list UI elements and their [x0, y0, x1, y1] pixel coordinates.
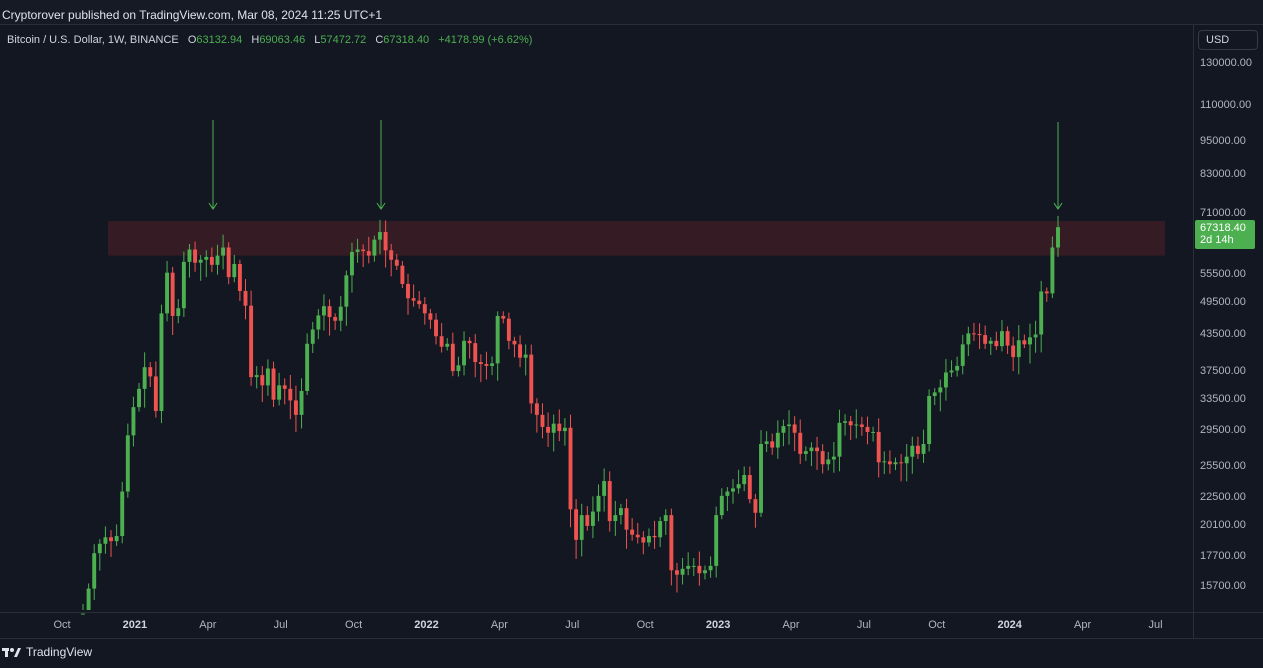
time-tick-label: Apr [782, 619, 800, 631]
price-tick-label: 95000.00 [1200, 135, 1246, 148]
time-tick-label: Jul [565, 619, 580, 631]
time-tick-label: Oct [345, 619, 363, 631]
time-tick-label: 2023 [705, 619, 731, 631]
price-tick-label: 110000.00 [1200, 98, 1252, 111]
legend-open-key: O [187, 34, 197, 46]
price-tick-label: 49500.00 [1200, 296, 1246, 309]
legend-open-value: 63132.94 [196, 34, 243, 46]
legend-low-key: L [314, 34, 321, 46]
price-tick-label: 55500.00 [1200, 267, 1246, 280]
time-scale[interactable] [0, 612, 1193, 638]
brand-name: TradingView [26, 645, 93, 659]
time-tick-label: Apr [490, 619, 508, 631]
last-price-label: 67318.40 2d 14h [1195, 220, 1255, 249]
price-tick-label: 17700.00 [1200, 550, 1246, 563]
price-tick-label: 130000.00 [1200, 57, 1252, 70]
time-tick-label: Oct [53, 619, 71, 631]
price-tick-label: 71000.00 [1200, 207, 1246, 219]
legend-change: +4178.99 (+6.62%) [438, 34, 533, 46]
time-tick-label: 2024 [997, 619, 1022, 631]
last-price-value: 67318.40 [1200, 222, 1246, 234]
time-tick-label: Oct [636, 619, 654, 631]
legend-close-value: 67318.40 [383, 34, 430, 46]
currency-button[interactable]: USD [1198, 30, 1258, 50]
price-tick-label: 20100.00 [1200, 518, 1246, 531]
time-tick-label: Jul [856, 619, 871, 631]
price-tick-label: 15700.00 [1200, 580, 1246, 592]
time-tick-label: 2021 [122, 619, 148, 631]
chart-pane[interactable] [0, 25, 1193, 612]
price-tick-label: 83000.00 [1200, 168, 1246, 181]
tradingview-brand[interactable]: TradingView [2, 645, 92, 659]
time-tick-label: Oct [928, 619, 946, 631]
bottom-bar [0, 638, 1263, 668]
price-scale[interactable] [1193, 25, 1263, 612]
time-tick-label: Apr [1074, 619, 1092, 631]
legend-high-key: H [251, 34, 260, 46]
time-tick-label: 2022 [414, 619, 439, 631]
time-tick-label: Apr [199, 619, 217, 631]
price-tick-label: 37500.00 [1200, 364, 1246, 377]
legend-low-value: 57472.72 [320, 34, 367, 46]
publisher-bar: Cryptorover published on TradingView.com… [0, 0, 1263, 25]
price-tick-label: 43500.00 [1200, 328, 1246, 341]
bar-countdown: 2d 14h [1200, 234, 1234, 246]
time-tick-label: Jul [273, 619, 288, 631]
price-tick-label: 22500.00 [1200, 491, 1246, 504]
symbol-legend: Bitcoin / U.S. Dollar, 1W, BINANCE O6313… [7, 34, 532, 46]
time-tick-label: Jul [1148, 619, 1163, 631]
legend-close-key: C [375, 34, 384, 46]
publisher-line: Cryptorover published on TradingView.com… [2, 8, 383, 22]
tradingview-logo-icon [2, 648, 21, 657]
scale-corner [1193, 612, 1263, 638]
legend-symbol[interactable]: Bitcoin / U.S. Dollar, 1W, BINANCE [7, 34, 179, 46]
price-tick-label: 29500.00 [1200, 424, 1246, 437]
price-tick-label: 33500.00 [1200, 392, 1246, 405]
legend-high-value: 69063.46 [259, 34, 306, 46]
price-tick-label: 25500.00 [1200, 460, 1246, 473]
